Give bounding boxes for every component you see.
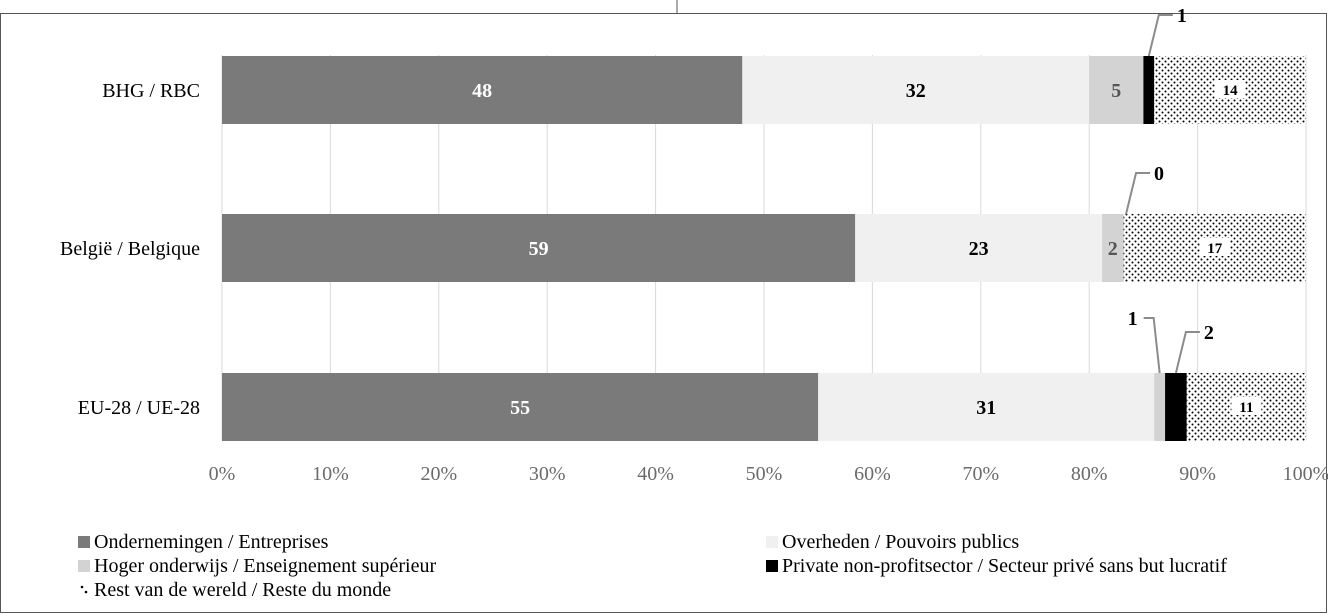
label-background [1199,238,1230,256]
bar-segment [1102,214,1124,282]
legend-label: Rest van de wereld / Reste du monde [94,579,391,601]
legend-label: Hoger onderwijs / Enseignement supérieur [94,555,436,577]
legend-label: Ondernemingen / Entreprises [94,531,329,553]
bar-segment [742,56,1090,124]
category-label: België / Belgique [60,238,200,260]
bar-segment [1143,56,1155,124]
legend: Ondernemingen / Entreprises Overheden / P… [78,531,1227,601]
bars [222,56,1306,441]
legend-label: Private non-profitsector / Secteur privé… [782,555,1227,577]
callout-label: 1 [1128,308,1138,330]
data-label: 48 [472,80,492,102]
x-tick-label: 100% [1283,463,1328,485]
x-tick-label: 20% [420,463,457,485]
data-label: 31 [976,397,996,419]
callout-line [1174,331,1200,374]
bar-segment [818,373,1155,441]
x-tick-labels: 0% 10% 20% 30% 40% 50% 60% 70% 80% 90% 100% [209,463,1328,485]
callouts: 1 0 1 2 [1125,5,1214,374]
bar-segment [1165,373,1187,441]
bar-segment [855,214,1103,282]
data-label: 55 [510,397,530,419]
x-tick-label: 30% [529,463,566,485]
x-tick-label: 0% [209,463,236,485]
callout-label: 2 [1204,322,1214,344]
label-background [1231,397,1262,415]
x-tick-label: 10% [312,463,349,485]
data-label: 11 [1239,400,1253,416]
callout-label: 0 [1154,163,1164,185]
legend-swatch [78,560,90,572]
legend-swatch [78,536,90,548]
bar-segment [222,214,856,282]
data-label: 2 [1108,238,1118,260]
bar-segment [1089,56,1144,124]
label-background [1215,80,1246,98]
legend-swatch [84,590,88,594]
x-tick-label: 60% [854,463,891,485]
x-tick-label: 50% [746,463,783,485]
data-label: 23 [969,238,989,260]
legend-swatch [766,536,778,548]
data-label: 14 [1223,83,1239,99]
data-labels: 48 32 5 14 59 23 2 17 55 31 11 [472,80,1262,419]
callout-line [1125,172,1151,215]
x-tick-label: 40% [637,463,674,485]
bar-segment [222,56,743,124]
x-tick-label: 80% [1071,463,1108,485]
data-label: 32 [906,80,926,102]
legend-label: Overheden / Pouvoirs publics [782,531,1019,553]
category-labels: BHG / RBC België / Belgique EU-28 / UE-28 [60,80,200,419]
callout-line [1143,317,1161,374]
bar-segment [1154,373,1166,441]
category-label: BHG / RBC [102,80,200,102]
data-label: 59 [529,238,549,260]
x-tick-label: 90% [1179,463,1216,485]
callout-label: 1 [1177,5,1187,27]
x-tick-label: 70% [962,463,999,485]
callout-line [1147,14,1173,57]
data-label: 5 [1111,80,1121,102]
legend-swatch [80,585,84,589]
bar-segment [222,373,819,441]
data-label: 17 [1207,241,1223,257]
legend-swatch [766,560,778,572]
category-label: EU-28 / UE-28 [78,397,200,419]
